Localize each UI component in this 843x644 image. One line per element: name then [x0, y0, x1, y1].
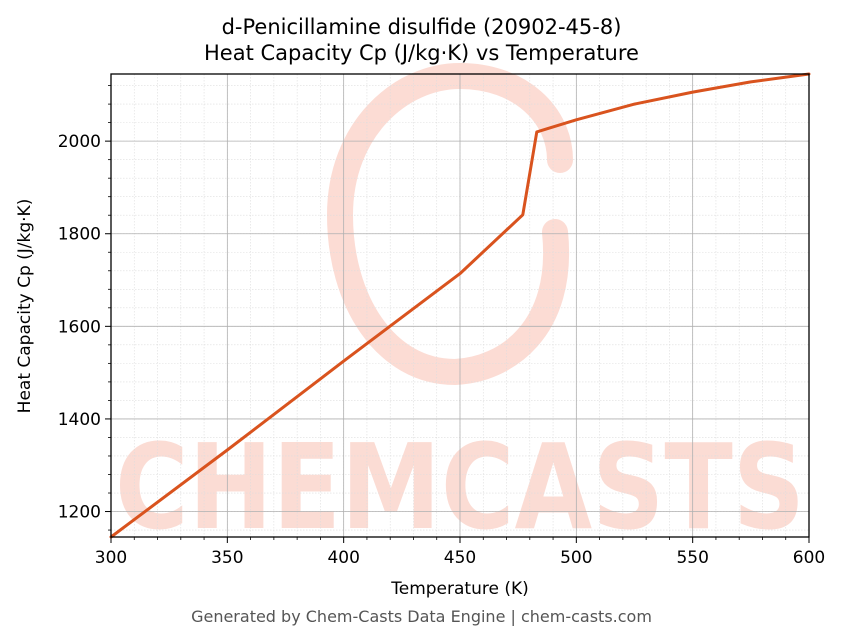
x-tick-label: 450	[444, 548, 476, 568]
x-tick-label: 350	[211, 548, 243, 568]
x-tick-label: 500	[560, 548, 592, 568]
x-axis: 300 350 400 450 500 550 600	[95, 537, 825, 568]
y-axis-label: Heat Capacity Cp (J/kg·K)	[15, 199, 35, 414]
x-axis-label: Temperature (K)	[390, 579, 529, 599]
footer-credit: Generated by Chem-Casts Data Engine | ch…	[191, 607, 652, 626]
y-tick-label: 1200	[58, 503, 101, 523]
y-tick-label: 1600	[58, 317, 101, 337]
y-tick-label: 1400	[58, 410, 101, 430]
x-tick-label: 550	[676, 548, 708, 568]
x-tick-label: 400	[327, 548, 359, 568]
watermark-swirl	[326, 62, 573, 386]
y-axis: 1200 1400 1600 1800 2000	[58, 85, 111, 531]
series-line	[109, 72, 811, 539]
x-tick-label: 300	[95, 548, 127, 568]
chart-subtitle: Heat Capacity Cp (J/kg·K) vs Temperature	[204, 41, 639, 65]
y-tick-label: 2000	[58, 132, 101, 152]
x-tick-label: 600	[793, 548, 825, 568]
chart-title: d-Penicillamine disulfide (20902-45-8)	[221, 15, 622, 39]
series-layer	[109, 72, 811, 539]
y-tick-label: 1800	[58, 225, 101, 245]
